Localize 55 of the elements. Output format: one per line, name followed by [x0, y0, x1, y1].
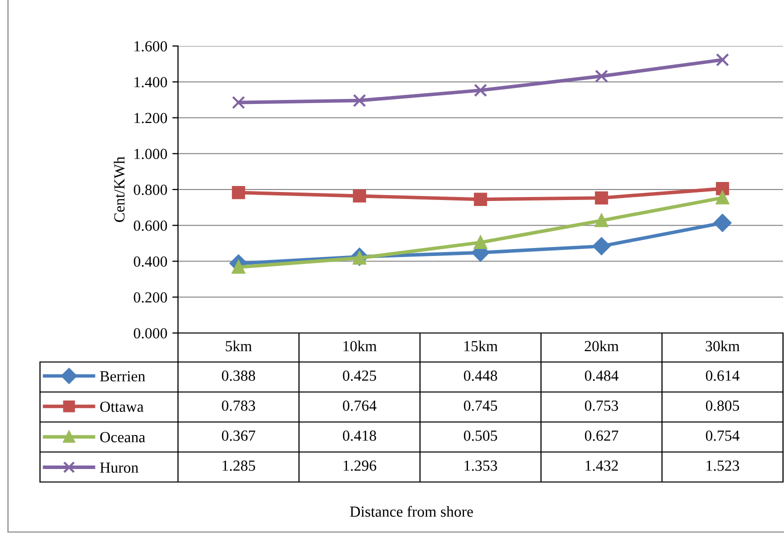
legend-label: Ottawa: [100, 402, 144, 412]
x-tick-label: 20km: [584, 340, 619, 352]
y-tick-label: 0.200: [134, 292, 167, 303]
point: [716, 191, 730, 204]
y-tick-label: 0.400: [134, 256, 167, 267]
y-tick-label: 1.000: [134, 148, 167, 160]
point: [232, 186, 246, 200]
point: [592, 237, 610, 256]
legend-label: Oceana: [100, 432, 146, 442]
data-label: 0.418: [342, 430, 376, 441]
x-tick-label: 30km: [706, 340, 740, 352]
y-tick-label: 1.400: [134, 77, 167, 88]
data-label: 0.425: [342, 370, 376, 381]
point: [352, 94, 366, 108]
legend-label: Berrien: [100, 371, 146, 382]
text: Distance from shore: [350, 506, 473, 517]
x-tick-label: 10km: [343, 340, 377, 352]
data-label: 1.285: [222, 460, 256, 471]
data-label: 1.296: [344, 460, 376, 471]
data-label: 0.614: [706, 370, 740, 381]
point: [352, 189, 366, 203]
point: [232, 96, 246, 110]
data-label: 1.353: [464, 460, 498, 471]
y-tick-label: 1.600: [134, 41, 167, 52]
point: [474, 236, 488, 250]
point: [714, 214, 732, 232]
data-label: 0.627: [584, 430, 618, 441]
point: [716, 182, 730, 196]
x-tick-label: 5km: [226, 340, 252, 352]
data-label: 0.367: [222, 430, 256, 441]
data-label: 1.432: [586, 460, 618, 471]
data-label: 0.505: [464, 430, 498, 441]
data-label: 0.484: [584, 370, 618, 381]
data-label: 0.753: [584, 400, 618, 411]
data-label: 0.805: [706, 400, 740, 411]
point: [474, 84, 488, 97]
data-label: 0.745: [464, 400, 498, 411]
data-label: 0.754: [706, 430, 740, 441]
y-tick-label: 0.800: [134, 184, 167, 196]
data-label: 1.523: [706, 460, 740, 471]
data-label: 0.448: [464, 370, 498, 381]
point: [594, 214, 608, 228]
y-tick-label: 0.600: [134, 220, 167, 231]
data-label: 0.764: [342, 400, 376, 411]
legend-label: Huron: [100, 462, 138, 473]
point: [716, 53, 730, 66]
data-label: 0.783: [222, 400, 256, 411]
y-tick-label: 1.200: [134, 112, 167, 124]
y-axis-title: Cent/KWh: [114, 156, 125, 222]
point: [594, 191, 608, 205]
y-tick-label: 0.000: [134, 328, 167, 339]
data-label: 0.388: [222, 370, 256, 381]
x-tick-label: 15km: [464, 340, 498, 352]
point: [474, 192, 488, 206]
point: [594, 70, 608, 83]
